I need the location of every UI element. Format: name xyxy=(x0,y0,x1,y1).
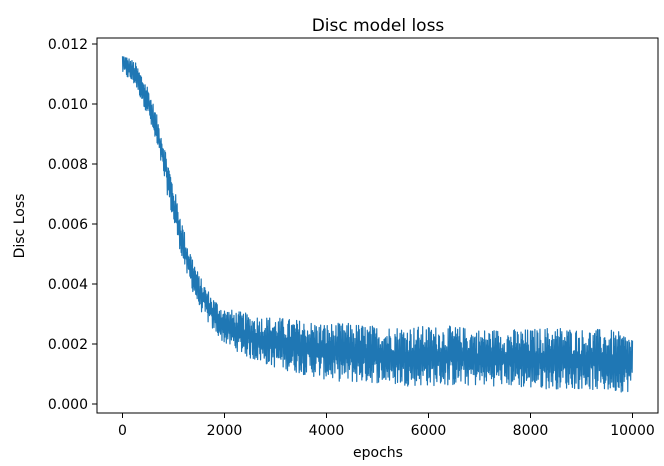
y-tick-label: 0.000 xyxy=(48,397,88,413)
y-tick-label: 0.010 xyxy=(48,97,88,113)
x-axis-ticks: 0 2000 4000 6000 8000 10000 xyxy=(118,413,655,439)
y-tick-label: 0.004 xyxy=(48,277,88,293)
plot-area xyxy=(96,37,659,414)
series-layer xyxy=(121,56,634,393)
y-axis-label: Disc Loss xyxy=(12,194,28,259)
x-tick-label: 0 xyxy=(118,423,127,439)
chart-title: Disc model loss xyxy=(312,16,445,36)
y-axis-ticks: 0.000 0.002 0.004 0.006 0.008 0.010 0.012 xyxy=(48,37,97,413)
axes-frame xyxy=(96,37,659,414)
y-tick-label: 0.006 xyxy=(48,217,88,233)
x-axis-label: epochs xyxy=(353,445,403,461)
y-tick-label: 0.012 xyxy=(48,37,88,53)
x-tick-label: 10000 xyxy=(610,423,655,439)
x-tick-label: 4000 xyxy=(309,423,345,439)
x-tick-label: 8000 xyxy=(513,423,549,439)
x-tick-label: 2000 xyxy=(207,423,243,439)
loss-series-line xyxy=(121,56,634,393)
y-tick-label: 0.002 xyxy=(48,337,88,353)
x-tick-label: 6000 xyxy=(411,423,447,439)
y-tick-label: 0.008 xyxy=(48,157,88,173)
